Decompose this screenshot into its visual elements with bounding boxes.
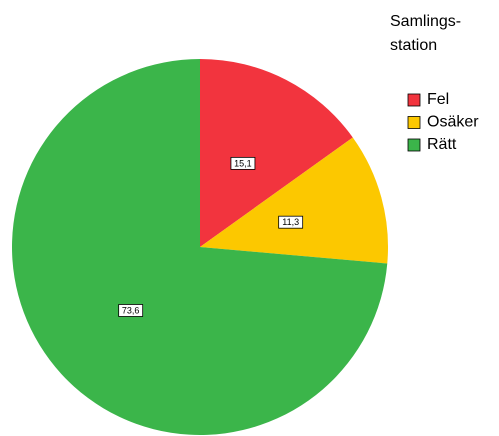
pie-slice: [12, 59, 388, 436]
legend-swatch: [407, 138, 421, 152]
legend-swatch: [407, 93, 421, 107]
value-label: 11,3: [282, 217, 299, 227]
legend-label: Fel: [427, 91, 449, 108]
value-label-box: [278, 215, 304, 229]
value-label: 15,1: [234, 158, 252, 168]
value-label-box: [230, 156, 256, 170]
legend-label: Rätt: [427, 136, 457, 153]
pie-slice: [200, 59, 353, 247]
pie-slice: [200, 137, 388, 264]
legend-title: Samlings-: [390, 13, 461, 30]
value-label-box: [118, 304, 144, 317]
legend-label: Osäker: [427, 114, 479, 131]
legend-swatch: [407, 116, 421, 129]
value-label: 73,6: [122, 305, 140, 315]
legend-title: station: [390, 37, 437, 54]
